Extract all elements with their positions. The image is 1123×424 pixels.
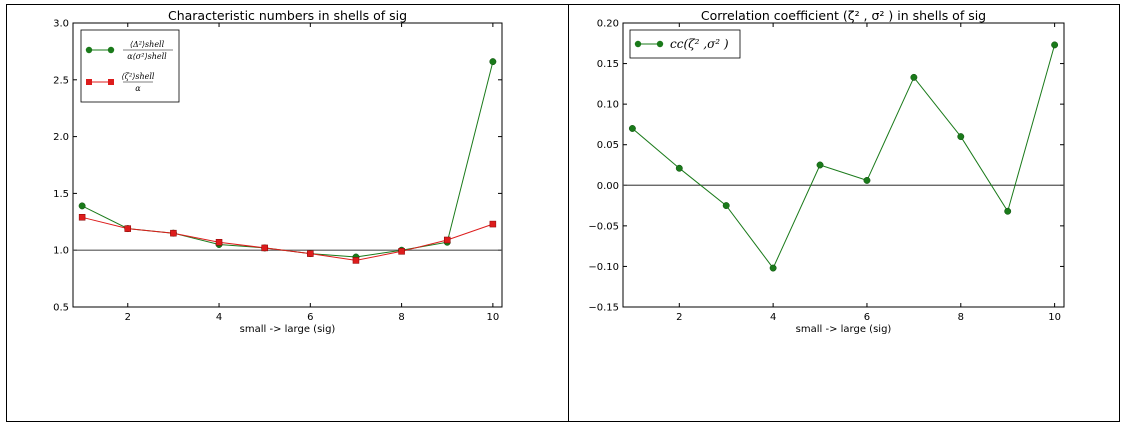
series-1-point [628,125,636,132]
series-1-point [1004,207,1012,215]
series-1-point [816,161,824,169]
x-tick-label: 6 [864,312,870,323]
x-tick-label: 10 [1048,312,1061,323]
y-tick-label: 3.0 [53,19,69,30]
series-1-point [910,73,918,81]
series-2-point [398,248,405,255]
y-tick-label: 2.0 [53,132,69,143]
series-1-point [957,133,965,141]
series-2-point [215,238,223,246]
legend-label-1-denominator: α⟨σ²⟩shell [127,52,167,61]
characteristic-numbers-chart: Characteristic numbers in shells of sig 2… [53,8,503,335]
legend-marker-1 [656,40,664,48]
series-2-point [78,214,86,221]
legend-box [80,29,180,103]
series-1-point [489,58,497,66]
y-tick-label: −0.15 [588,303,619,314]
series-2-point [261,244,268,252]
plot-frame [72,22,503,308]
y-tick-label: 2.5 [53,75,69,86]
legend-marker-2 [86,79,92,85]
series-1-point [1051,41,1059,49]
x-tick-label: 4 [216,312,222,323]
legend-label-2: ⟨ζ²⟩shell α [122,72,155,93]
legend-marker-1 [85,46,93,54]
y-tick-label: 1.5 [53,189,69,200]
series-1-point [769,264,777,272]
y-tick-label: 0.00 [597,181,619,192]
series-1-point [675,164,683,172]
y-tick-label: 0.10 [597,100,619,111]
legend-label-2-denominator: α [135,84,141,93]
correlation-coefficient-chart: Correlation coefficient (ζ² , σ² ) in sh… [588,8,1065,335]
x-axis-label: small -> large (sig) [796,324,892,335]
series-1-point [863,176,871,184]
right-chart-panel: Correlation coefficient (ζ² , σ² ) in sh… [568,4,1120,422]
y-tick-label: −0.05 [588,221,619,232]
legend-marker-1 [634,40,642,48]
series-2-point [489,220,497,228]
x-tick-label: 8 [958,312,964,323]
series-2-point [124,225,132,232]
series-1-point [722,202,730,210]
x-axis-label: small -> large (sig) [240,324,336,335]
legend-label-2-numerator: ⟨ζ²⟩shell [122,72,155,81]
left-chart-panel: Characteristic numbers in shells of sig 2… [6,4,569,422]
legend-marker-2 [108,79,114,85]
series-line-1 [632,44,1056,270]
x-tick-label: 10 [487,312,500,323]
y-tick-label: 0.20 [597,19,619,30]
series-2-point [170,229,177,237]
x-tick-label: 2 [125,312,131,323]
y-tick-label: 0.15 [597,59,619,70]
legend-label-1-numerator: ⟨Δ²⟩shell [130,40,165,49]
x-tick-label: 8 [398,312,404,323]
series-2-point [443,236,451,244]
y-tick-label: 0.05 [597,140,619,151]
y-tick-label: 1.0 [53,246,69,257]
chart-title: Correlation coefficient (ζ² , σ² ) in sh… [701,8,986,23]
series-1-point [78,202,86,210]
series-2-point [352,257,360,264]
x-tick-label: 2 [676,312,682,323]
legend-label-1: cc(ζ² ,σ² ) [670,37,729,51]
chart-title: Characteristic numbers in shells of sig [168,8,407,23]
series-line-2 [81,216,494,261]
series-2-point [307,250,314,257]
x-tick-label: 4 [770,312,776,323]
plot-frame [622,22,1065,308]
y-tick-label: 0.5 [53,303,69,314]
y-tick-label: −0.10 [588,262,619,273]
legend-label-1: ⟨Δ²⟩shell α⟨σ²⟩shell [123,40,173,61]
x-tick-label: 6 [307,312,313,323]
legend-marker-1 [107,46,115,54]
